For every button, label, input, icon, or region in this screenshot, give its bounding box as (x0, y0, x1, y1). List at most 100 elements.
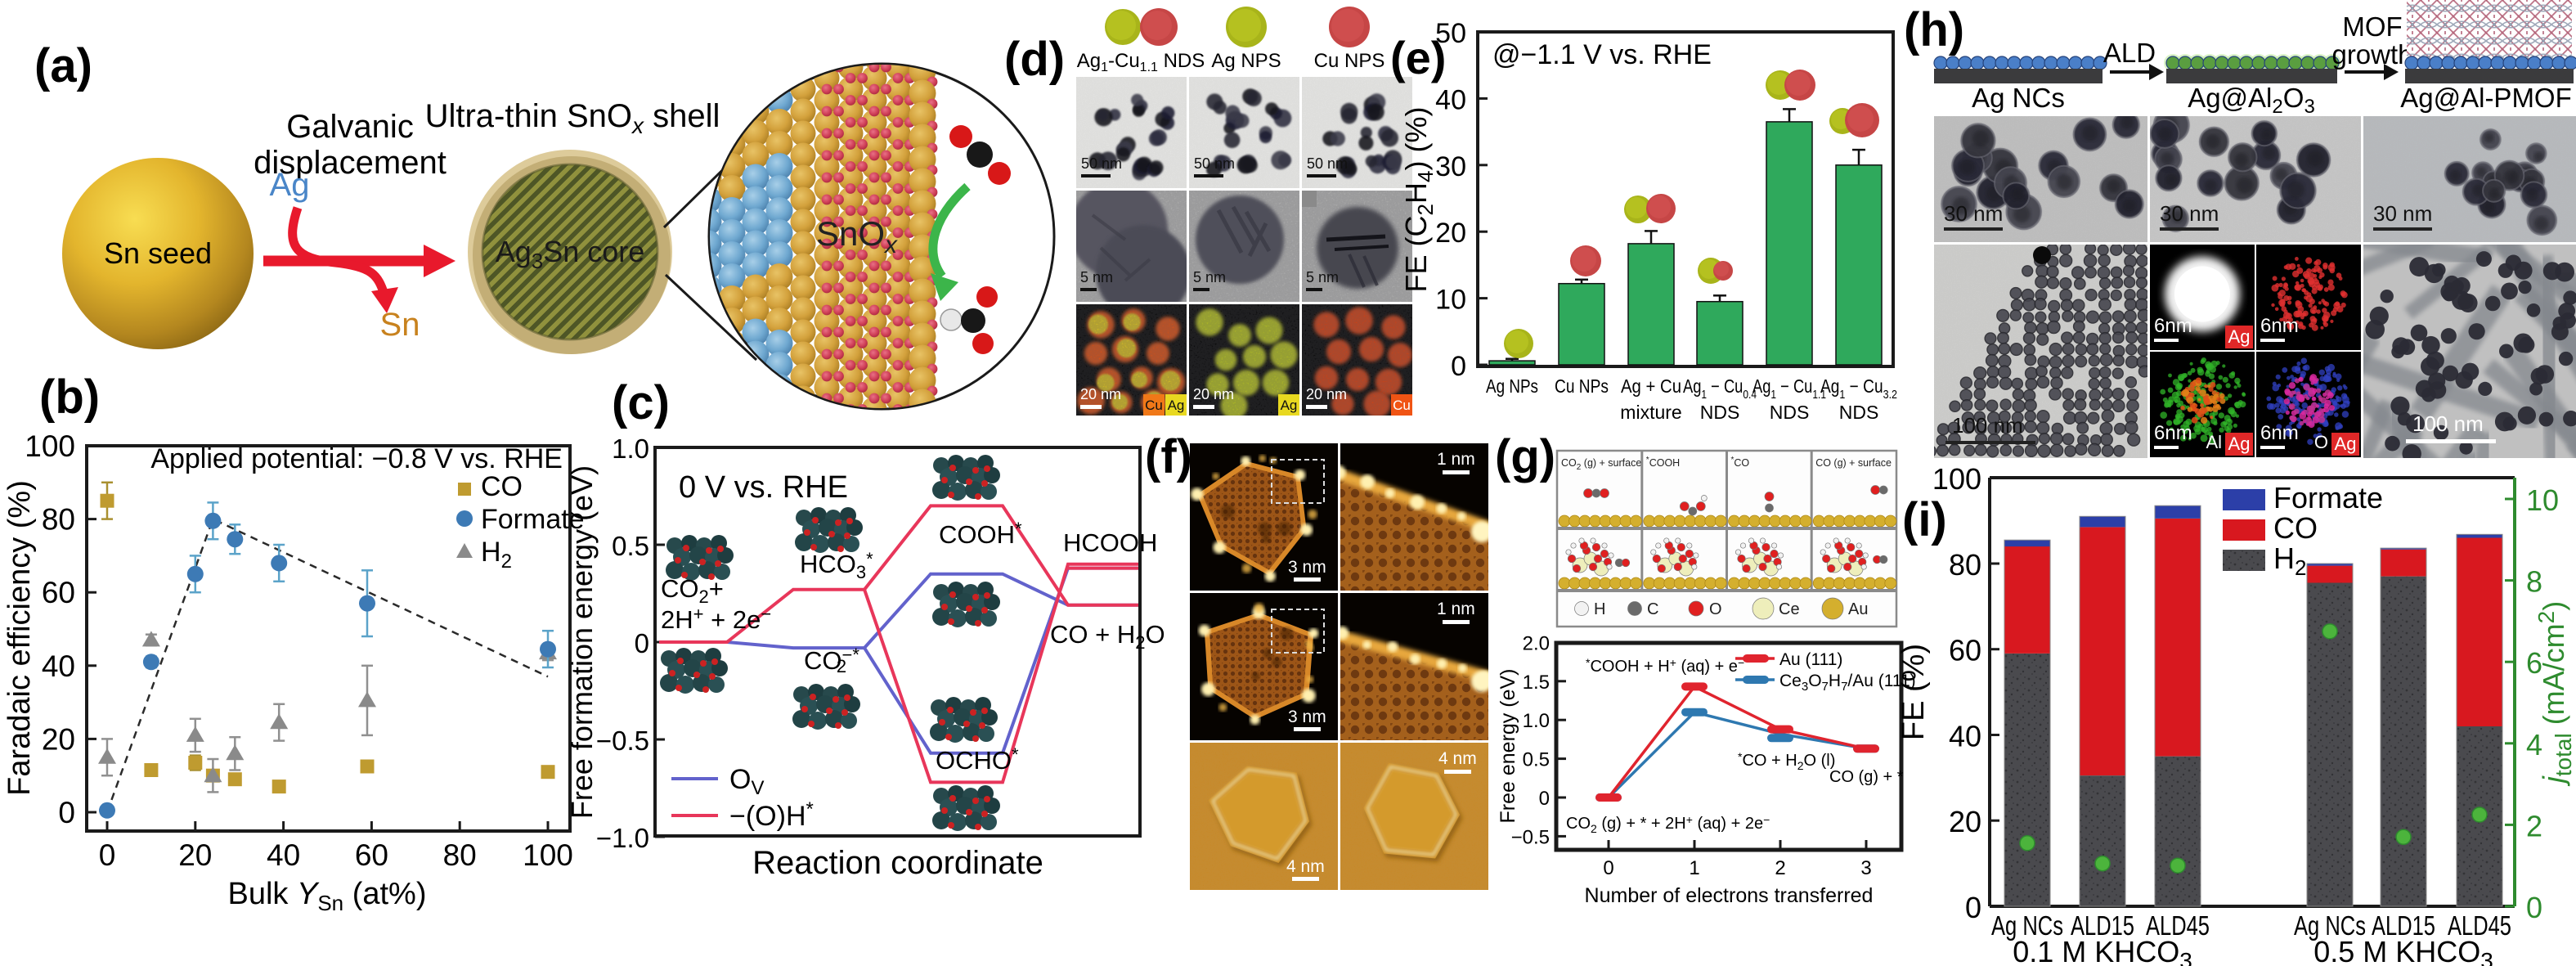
svg-text:OV: OV (729, 764, 764, 799)
svg-text:Ag NPs: Ag NPs (1486, 375, 1538, 397)
svg-text:80: 80 (42, 503, 75, 537)
svg-text:2.0: 2.0 (1523, 632, 1550, 654)
svg-text:Ag1 − Cu0.4: Ag1 − Cu0.4 (1683, 375, 1757, 402)
svg-text:60: 60 (42, 576, 75, 609)
svg-text:ALD45: ALD45 (2146, 910, 2210, 941)
svg-text:20: 20 (1949, 805, 1981, 838)
svg-text:Sn seed: Sn seed (104, 236, 212, 270)
svg-text:1.0: 1.0 (612, 434, 649, 464)
svg-text:Ag: Ag (1168, 398, 1185, 413)
svg-text:(a): (a) (34, 39, 92, 92)
svg-text:8: 8 (2526, 565, 2542, 599)
svg-text:Reaction coordinate: Reaction coordinate (752, 845, 1043, 881)
svg-text:1: 1 (1689, 857, 1699, 879)
svg-text:Number of electrons transferre: Number of electrons transferred (1585, 884, 1874, 907)
svg-text:20 nm: 20 nm (1193, 386, 1234, 402)
svg-text:50 nm: 50 nm (1307, 155, 1348, 172)
svg-text:Ultra-thin SnOx shell: Ultra-thin SnOx shell (425, 98, 720, 138)
svg-text:Cu: Cu (1145, 398, 1163, 413)
svg-text:FE (C2H4) (%): FE (C2H4) (%) (1399, 107, 1438, 293)
svg-text:Au (111): Au (111) (1779, 650, 1842, 669)
svg-text:CO + H2O: CO + H2O (1050, 620, 1165, 653)
svg-text:4 nm: 4 nm (1286, 857, 1325, 876)
svg-text:SnOx: SnOx (816, 214, 898, 258)
svg-text:Ag NCs: Ag NCs (2294, 910, 2366, 941)
svg-text:40: 40 (42, 649, 75, 683)
svg-text:Formate: Formate (2273, 481, 2383, 514)
svg-text:50 nm: 50 nm (1081, 155, 1122, 172)
svg-text:0.5: 0.5 (612, 531, 649, 561)
svg-text:CO: CO (2273, 511, 2318, 545)
svg-text:jtotal (mA/cm2): jtotal (mA/cm2) (2533, 601, 2576, 788)
svg-text:60: 60 (1949, 634, 1981, 667)
svg-text:30 nm: 30 nm (2373, 201, 2432, 226)
svg-text:0: 0 (1539, 788, 1550, 810)
svg-text:Faradaic efficiency (%): Faradaic efficiency (%) (2, 480, 37, 796)
svg-text:mixture: mixture (1620, 402, 1681, 423)
svg-text:CO2 (g) + surface: CO2 (g) + surface (1561, 457, 1641, 472)
svg-text:Ce: Ce (1779, 600, 1800, 618)
svg-text:HCO3*: HCO3* (800, 549, 873, 582)
svg-text:MOF: MOF (2342, 11, 2402, 42)
svg-text:Ag: Ag (270, 167, 310, 203)
svg-text:Galvanic: Galvanic (286, 109, 414, 145)
svg-text:20 nm: 20 nm (1080, 386, 1121, 402)
svg-text:10: 10 (1435, 285, 1466, 316)
svg-text:100 nm: 100 nm (2412, 411, 2484, 436)
svg-text:0: 0 (99, 838, 116, 872)
svg-text:80: 80 (1949, 548, 1981, 582)
svg-text:40: 40 (267, 838, 300, 872)
svg-text:Cu NPs: Cu NPs (1555, 375, 1609, 397)
svg-text:O: O (1709, 600, 1722, 618)
svg-text:4 nm: 4 nm (1438, 749, 1477, 768)
svg-text:NDS: NDS (1770, 402, 1810, 423)
svg-text:H2: H2 (481, 537, 512, 573)
svg-text:(b): (b) (39, 371, 100, 424)
svg-text:3: 3 (1860, 857, 1871, 879)
svg-text:@−1.1 V vs. RHE: @−1.1 V vs. RHE (1492, 39, 1712, 70)
svg-text:0.1 M KHCO3: 0.1 M KHCO3 (2013, 935, 2192, 966)
svg-text:−(O)H*: −(O)H* (729, 798, 814, 832)
svg-text:FE (%): FE (%) (1896, 644, 1931, 740)
svg-text:CO: CO (481, 471, 523, 502)
svg-text:growth: growth (2331, 39, 2412, 70)
svg-text:30 nm: 30 nm (2160, 201, 2219, 226)
svg-text:1.5: 1.5 (1523, 672, 1550, 694)
svg-text:2: 2 (2526, 809, 2542, 842)
svg-text:2H+ + 2e−: 2H+ + 2e− (661, 604, 771, 634)
svg-text:(f): (f) (1145, 430, 1192, 483)
svg-text:20: 20 (1435, 218, 1466, 249)
svg-text:CO2 (g) + * + 2H+ (aq) + 2e−: CO2 (g) + * + 2H+ (aq) + 2e− (1566, 813, 1770, 835)
svg-text:Ag@Al-PMOF: Ag@Al-PMOF (2400, 83, 2572, 113)
svg-text:40: 40 (1435, 84, 1466, 115)
svg-text:CO−*2: CO−* 2 (804, 645, 859, 676)
svg-text:50 nm: 50 nm (1194, 155, 1235, 172)
svg-text:Applied potential: −0.8 V vs.: Applied potential: −0.8 V vs. RHE (150, 443, 563, 474)
svg-text:0: 0 (1603, 857, 1613, 879)
svg-text:40: 40 (1949, 720, 1981, 753)
svg-text:20: 20 (42, 722, 75, 756)
svg-text:60: 60 (355, 838, 388, 872)
svg-text:5 nm: 5 nm (1193, 269, 1226, 285)
svg-text:C: C (1647, 600, 1658, 618)
svg-text:0.5: 0.5 (1523, 749, 1550, 771)
svg-text:2: 2 (1775, 857, 1785, 879)
svg-text:H2: H2 (2273, 541, 2306, 580)
svg-text:ALD: ALD (2103, 38, 2156, 68)
svg-text:Bulk YSn (at%): Bulk YSn (at%) (227, 877, 426, 915)
svg-text:20: 20 (178, 838, 212, 872)
svg-text:(c): (c) (612, 376, 670, 429)
svg-text:Ag NPS: Ag NPS (1211, 50, 1281, 72)
svg-text:6: 6 (2526, 646, 2542, 680)
svg-text:Ag: Ag (1281, 398, 1298, 413)
svg-text:3 nm: 3 nm (1288, 708, 1326, 726)
svg-text:Au: Au (1848, 600, 1868, 618)
svg-text:10: 10 (2526, 483, 2559, 517)
svg-text:CO (g) + surface: CO (g) + surface (1815, 457, 1892, 469)
svg-text:Ag1 − Cu3.2: Ag1 − Cu3.2 (1820, 375, 1897, 402)
svg-text:0: 0 (1451, 351, 1466, 382)
svg-text:5 nm: 5 nm (1306, 269, 1339, 285)
svg-text:1 nm: 1 nm (1437, 450, 1475, 469)
svg-text:Sn: Sn (380, 307, 420, 343)
svg-text:O: O (2314, 432, 2328, 452)
